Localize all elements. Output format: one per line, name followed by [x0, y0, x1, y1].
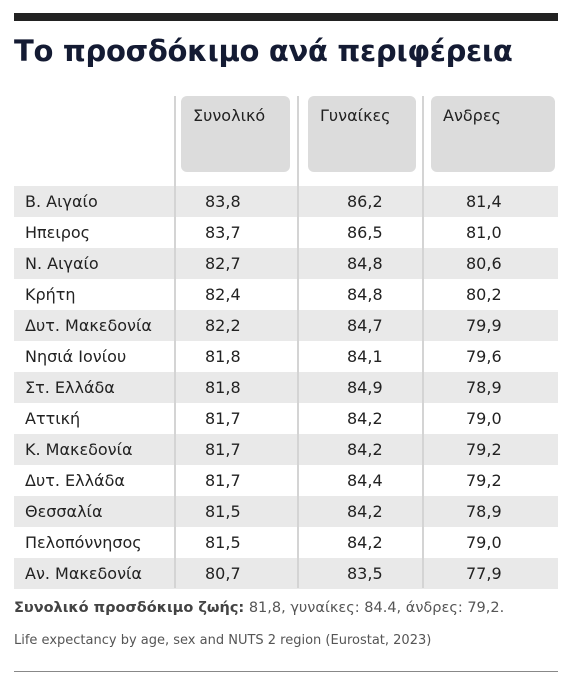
table-row: Δυτ. Μακεδονία 82,2 84,7 79,9 [14, 310, 558, 341]
cell-value: 82,2 [205, 316, 241, 335]
row-label: Αν. Μακεδονία [25, 564, 142, 583]
cell-value: 81,8 [205, 378, 241, 397]
row-label: Β. Αιγαίο [25, 192, 98, 211]
column-header: Ανδρες [431, 96, 555, 172]
row-label: Δυτ. Μακεδονία [25, 316, 152, 335]
cell-value: 80,2 [466, 285, 502, 304]
cell-value: 81,0 [466, 223, 502, 242]
cell-value: 79,9 [466, 316, 502, 335]
cell-value: 81,8 [205, 347, 241, 366]
cell-value: 77,9 [466, 564, 502, 583]
cell-value: 86,5 [347, 223, 383, 242]
table-row: Β. Αιγαίο 83,8 86,2 81,4 [14, 186, 558, 217]
cell-value: 83,5 [347, 564, 383, 583]
cell-value: 84,8 [347, 285, 383, 304]
title: Το προσδόκιμο ανά περιφέρεια [14, 34, 513, 68]
cell-value: 81,4 [466, 192, 502, 211]
cell-value: 82,7 [205, 254, 241, 273]
table-row: Κρήτη 82,4 84,8 80,2 [14, 279, 558, 310]
summary-label: Συνολικό προσδόκιμο ζωής: [14, 600, 245, 616]
row-label: Δυτ. Ελλάδα [25, 471, 125, 490]
row-label: Νησιά Ιονίου [25, 347, 127, 366]
column-divider [174, 96, 176, 588]
cell-value: 84,9 [347, 378, 383, 397]
table-row: Θεσσαλία 81,5 84,2 78,9 [14, 496, 558, 527]
table-row: Νησιά Ιονίου 81,8 84,1 79,6 [14, 341, 558, 372]
row-label: Θεσσαλία [25, 502, 103, 521]
cell-value: 79,2 [466, 471, 502, 490]
row-label: Αττική [25, 409, 81, 428]
cell-value: 84,2 [347, 502, 383, 521]
cell-value: 79,2 [466, 440, 502, 459]
source: Life expectancy by age, sex and NUTS 2 r… [14, 633, 432, 648]
cell-value: 80,7 [205, 564, 241, 583]
cell-value: 82,4 [205, 285, 241, 304]
table-row: Κ. Μακεδονία 81,7 84,2 79,2 [14, 434, 558, 465]
row-label: Στ. Ελλάδα [25, 378, 115, 397]
row-label: Πελοπόννησος [25, 533, 142, 552]
cell-value: 83,8 [205, 192, 241, 211]
table-row: Ν. Αιγαίο 82,7 84,8 80,6 [14, 248, 558, 279]
cell-value: 81,5 [205, 502, 241, 521]
summary-text: 81,8, γυναίκες: 84.4, άνδρες: 79,2. [248, 600, 505, 616]
row-label: Ηπειρος [25, 223, 91, 242]
cell-value: 84,7 [347, 316, 383, 335]
row-label: Κ. Μακεδονία [25, 440, 133, 459]
cell-value: 84,8 [347, 254, 383, 273]
cell-value: 79,6 [466, 347, 502, 366]
column-header: Συνολικό [181, 96, 290, 172]
table-row: Αν. Μακεδονία 80,7 83,5 77,9 [14, 558, 558, 589]
cell-value: 80,6 [466, 254, 502, 273]
cell-value: 78,9 [466, 502, 502, 521]
column-divider [422, 96, 424, 588]
cell-value: 81,5 [205, 533, 241, 552]
column-header: Γυναίκες [308, 96, 416, 172]
summary: Συνολικό προσδόκιμο ζωής: 81,8, γυναίκες… [14, 600, 504, 616]
cell-value: 81,7 [205, 471, 241, 490]
row-label: Κρήτη [25, 285, 76, 304]
cell-value: 84,1 [347, 347, 383, 366]
cell-value: 83,7 [205, 223, 241, 242]
table-row: Στ. Ελλάδα 81,8 84,9 78,9 [14, 372, 558, 403]
column-divider [297, 96, 299, 588]
row-label: Ν. Αιγαίο [25, 254, 99, 273]
cell-value: 84,2 [347, 440, 383, 459]
cell-value: 79,0 [466, 409, 502, 428]
cell-value: 79,0 [466, 533, 502, 552]
table-row: Αττική 81,7 84,2 79,0 [14, 403, 558, 434]
cell-value: 78,9 [466, 378, 502, 397]
cell-value: 84,4 [347, 471, 383, 490]
cell-value: 84,2 [347, 409, 383, 428]
bottom-rule [14, 671, 558, 672]
cell-value: 84,2 [347, 533, 383, 552]
table-row: Πελοπόννησος 81,5 84,2 79,0 [14, 527, 558, 558]
table-row: Ηπειρος 83,7 86,5 81,0 [14, 217, 558, 248]
top-bar [14, 13, 558, 21]
cell-value: 81,7 [205, 409, 241, 428]
table-row: Δυτ. Ελλάδα 81,7 84,4 79,2 [14, 465, 558, 496]
cell-value: 81,7 [205, 440, 241, 459]
cell-value: 86,2 [347, 192, 383, 211]
